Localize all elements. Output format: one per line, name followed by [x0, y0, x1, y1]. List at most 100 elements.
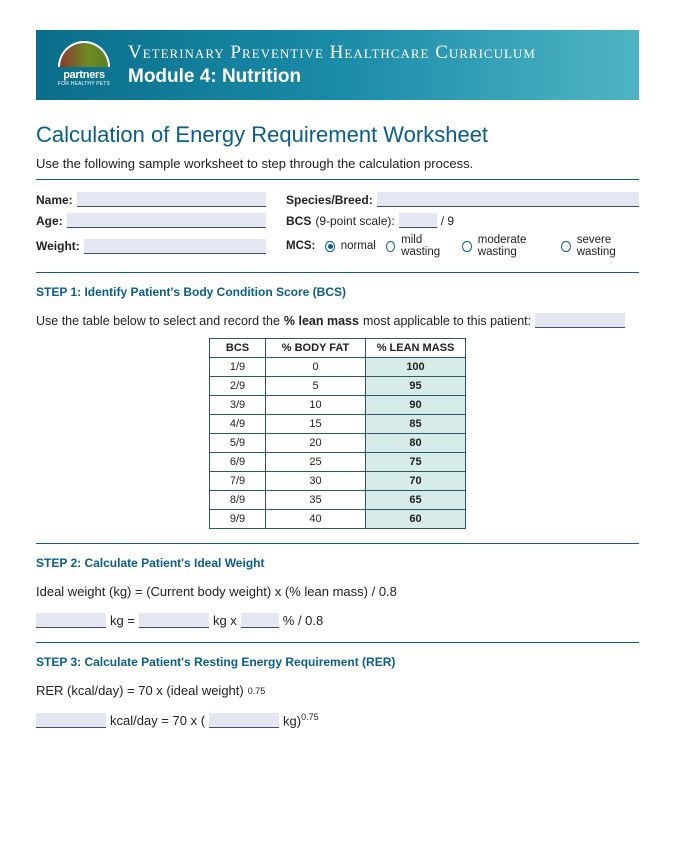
cell-lean: 85 [366, 415, 466, 434]
cell-fat: 5 [266, 377, 366, 396]
table-row: 8/93565 [210, 491, 466, 510]
step1-text-a: Use the table below to select and record… [36, 314, 280, 328]
divider [36, 179, 639, 180]
step1-heading: STEP 1: Identify Patient's Body Conditio… [36, 285, 639, 299]
eq-kg-eq: kg = [110, 613, 135, 628]
cell-bcs: 8/9 [210, 491, 266, 510]
name-label: Name: [36, 193, 73, 207]
th-fat: % BODY FAT [266, 339, 366, 358]
rer-weight-input[interactable] [209, 713, 279, 728]
patient-form: Name: Species/Breed: Age: BCS (9-point s… [36, 192, 639, 258]
cell-lean: 65 [366, 491, 466, 510]
table-row: 9/94060 [210, 510, 466, 529]
banner-titles: Veterinary Preventive Healthcare Curricu… [128, 42, 536, 88]
bcs-input[interactable] [399, 213, 437, 228]
rer-input[interactable] [36, 713, 106, 728]
logo-arc-icon [60, 43, 108, 67]
table-row: 6/92575 [210, 453, 466, 472]
mcs-radio-normal[interactable] [325, 241, 334, 252]
cell-lean: 75 [366, 453, 466, 472]
cell-fat: 25 [266, 453, 366, 472]
step2-formula: Ideal weight (kg) = (Current body weight… [36, 584, 639, 599]
cell-lean: 90 [366, 396, 466, 415]
cell-bcs: 4/9 [210, 415, 266, 434]
cell-lean: 70 [366, 472, 466, 491]
cell-lean: 60 [366, 510, 466, 529]
partners-logo: partners FOR HEALTHY PETS [54, 40, 114, 90]
age-input[interactable] [67, 213, 266, 228]
weight-label: Weight: [36, 239, 80, 253]
step2-heading: STEP 2: Calculate Patient's Ideal Weight [36, 556, 639, 570]
th-bcs: BCS [210, 339, 266, 358]
cell-bcs: 3/9 [210, 396, 266, 415]
mcs-opt-mild: mild wasting [401, 234, 452, 258]
table-row: 3/91090 [210, 396, 466, 415]
lean-mass-input[interactable] [535, 313, 625, 328]
eq-kg-x: kg x [213, 613, 237, 628]
cell-bcs: 6/9 [210, 453, 266, 472]
cell-lean: 80 [366, 434, 466, 453]
cell-bcs: 7/9 [210, 472, 266, 491]
mcs-row: MCS: normal mild wasting moderate wastin… [286, 234, 639, 258]
table-row: 2/9595 [210, 377, 466, 396]
species-row: Species/Breed: [286, 192, 639, 207]
step3-formula: RER (kcal/day) = 70 x (ideal weight) 0.75 [36, 683, 639, 698]
mcs-opt-normal: normal [341, 240, 376, 252]
intro-text: Use the following sample worksheet to st… [36, 156, 639, 171]
mcs-opt-moderate: moderate wasting [478, 234, 552, 258]
step1-text-c: most applicable to this patient: [363, 314, 531, 328]
table-row: 7/93070 [210, 472, 466, 491]
table-header-row: BCS % BODY FAT % LEAN MASS [210, 339, 466, 358]
curriculum-title: Veterinary Preventive Healthcare Curricu… [128, 42, 536, 64]
bcs-row: BCS (9-point scale): / 9 [286, 213, 639, 228]
cell-fat: 0 [266, 358, 366, 377]
page-title: Calculation of Energy Requirement Worksh… [36, 122, 639, 148]
age-label: Age: [36, 214, 63, 228]
divider [36, 272, 639, 273]
table-row: 5/92080 [210, 434, 466, 453]
current-weight-input[interactable] [139, 613, 209, 628]
step1-text-b: % lean mass [284, 314, 359, 328]
logo-subtext: FOR HEALTHY PETS [58, 81, 110, 87]
cell-fat: 10 [266, 396, 366, 415]
cell-bcs: 2/9 [210, 377, 266, 396]
cell-bcs: 9/9 [210, 510, 266, 529]
mcs-radio-moderate[interactable] [462, 241, 471, 252]
cell-fat: 35 [266, 491, 366, 510]
mcs-opt-severe: severe wasting [577, 234, 639, 258]
cell-bcs: 1/9 [210, 358, 266, 377]
weight-input[interactable] [84, 239, 266, 254]
step3-exp: 0.75 [248, 686, 266, 696]
cell-lean: 100 [366, 358, 466, 377]
worksheet-page: partners FOR HEALTHY PETS Veterinary Pre… [0, 0, 675, 772]
eq3-a: kcal/day = 70 x ( [110, 713, 205, 728]
cell-fat: 15 [266, 415, 366, 434]
step3-equation: kcal/day = 70 x ( kg)0.75 [36, 712, 639, 728]
mcs-radio-mild[interactable] [386, 241, 395, 252]
cell-lean: 95 [366, 377, 466, 396]
cell-fat: 40 [266, 510, 366, 529]
name-row: Name: [36, 192, 266, 207]
step2-equation: kg = kg x % / 0.8 [36, 613, 639, 628]
step3-formula-a: RER (kcal/day) = 70 x (ideal weight) [36, 683, 244, 698]
lean-pct-input[interactable] [241, 613, 279, 628]
age-row: Age: [36, 213, 266, 228]
name-input[interactable] [77, 192, 266, 207]
mcs-radio-severe[interactable] [561, 241, 570, 252]
divider [36, 642, 639, 643]
bcs-paren: (9-point scale): [315, 214, 394, 228]
eq3-b: kg)0.75 [283, 712, 319, 728]
step3-heading: STEP 3: Calculate Patient's Resting Ener… [36, 655, 639, 669]
species-input[interactable] [377, 192, 639, 207]
module-title: Module 4: Nutrition [128, 66, 536, 88]
th-lean: % LEAN MASS [366, 339, 466, 358]
divider [36, 543, 639, 544]
step1-text: Use the table below to select and record… [36, 313, 639, 328]
weight-row: Weight: [36, 239, 266, 254]
bcs-suffix: / 9 [441, 214, 454, 228]
banner: partners FOR HEALTHY PETS Veterinary Pre… [36, 30, 639, 100]
cell-fat: 30 [266, 472, 366, 491]
table-row: 1/90100 [210, 358, 466, 377]
bcs-label: BCS [286, 214, 311, 228]
ideal-weight-input[interactable] [36, 613, 106, 628]
